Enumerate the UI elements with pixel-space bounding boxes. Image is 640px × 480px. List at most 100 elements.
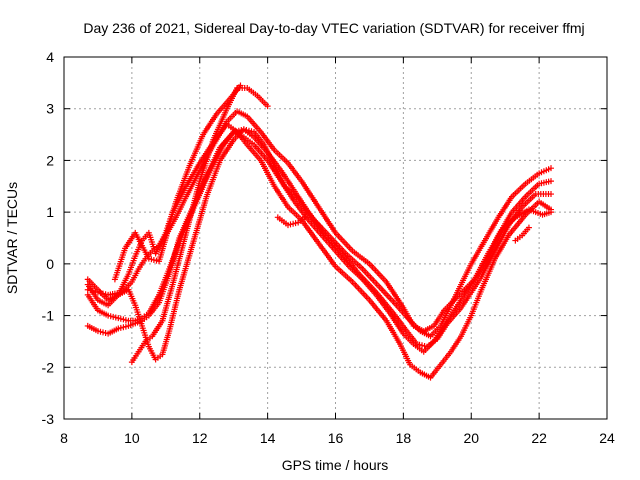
data-sample-markers (97, 328, 109, 336)
data-sample-markers (524, 182, 541, 198)
data-sample-markers (432, 324, 446, 343)
y-tick-label: -3 (42, 411, 55, 427)
data-sample-markers (252, 143, 270, 162)
data-sample-markers (201, 112, 219, 136)
data-sample-markers (459, 291, 473, 309)
data-sample-markers (187, 133, 206, 167)
data-sample-markers (242, 135, 255, 147)
data-sample-markers (259, 130, 277, 152)
data-sample-markers (97, 308, 110, 318)
data-sample-markers (276, 215, 289, 227)
y-axis-label: SDTVAR / TECUs (4, 182, 20, 294)
data-sample-markers (134, 316, 143, 323)
data-layer (84, 82, 555, 381)
data-sample-markers (320, 234, 337, 253)
data-sample-markers (351, 249, 371, 266)
data-sample-markers (432, 309, 446, 327)
data-sample-markers (368, 262, 388, 284)
data-sample-markers (173, 164, 192, 203)
series-trace-7 (111, 82, 244, 283)
data-sample-markers (493, 234, 511, 260)
data-sample-markers (334, 249, 351, 268)
data-sample-markers (408, 319, 422, 333)
x-tick-label: 20 (463, 430, 479, 446)
data-sample-markers (197, 138, 216, 182)
data-sample-markers (409, 363, 422, 374)
series-trace-8 (274, 214, 308, 229)
data-sample-markers (520, 192, 537, 209)
data-sample-markers (486, 229, 504, 255)
data-sample-markers (448, 283, 464, 307)
data-sample-markers (148, 256, 160, 264)
data-sample-markers (225, 110, 239, 123)
data-sample-markers (316, 205, 338, 234)
data-sample-markers (208, 143, 226, 172)
data-point (548, 209, 555, 216)
data-sample-markers (344, 252, 364, 271)
x-axis-label: GPS time / hours (282, 457, 389, 473)
data-sample-markers (538, 200, 552, 212)
data-sample-markers (127, 317, 136, 324)
data-sample-markers (472, 252, 491, 281)
data-sample-markers (86, 293, 100, 312)
data-sample-markers (262, 144, 277, 167)
data-sample-markers (514, 207, 530, 220)
data-sample-markers (215, 97, 232, 116)
data-sample-markers (429, 363, 443, 379)
data-sample-markers (156, 268, 172, 296)
data-sample-markers (107, 313, 119, 321)
data-sample-markers (391, 311, 409, 333)
data-sample-markers (236, 109, 249, 119)
data-sample-markers (299, 180, 321, 209)
x-tick-label: 22 (531, 430, 547, 446)
data-sample-markers (384, 280, 406, 309)
data-sample-markers (293, 200, 310, 222)
data-sample-markers (479, 249, 497, 278)
data-sample-markers (218, 138, 236, 162)
data-sample-markers (154, 353, 164, 361)
data-point (301, 214, 308, 221)
data-sample-markers (422, 323, 435, 334)
data-sample-markers (395, 304, 412, 322)
data-sample-markers (402, 332, 415, 346)
data-sample-markers (297, 216, 306, 224)
data-sample-markers (140, 231, 151, 242)
data-sample-markers (243, 127, 255, 135)
x-tick-label: 14 (260, 430, 276, 446)
data-point (548, 178, 555, 185)
data-sample-markers (361, 267, 382, 289)
data-sample-markers (144, 335, 153, 343)
y-tick-label: -2 (42, 359, 55, 375)
series-trace-6 (128, 85, 271, 366)
data-sample-markers (117, 287, 130, 297)
data-sample-markers (507, 213, 528, 237)
data-sample-markers (222, 130, 236, 147)
data-sample-markers (524, 171, 541, 186)
data-sample-markers (86, 278, 100, 291)
data-sample-markers (419, 370, 432, 380)
data-sample-markers (137, 340, 148, 353)
data-sample-markers (86, 323, 99, 334)
data-sample-markers (150, 319, 165, 338)
data-sample-markers (479, 257, 498, 291)
data-sample-markers (194, 169, 212, 203)
data-sample-markers (204, 159, 223, 198)
data-sample-markers (438, 304, 453, 327)
data-sample-markers (316, 242, 338, 268)
data-sample-markers (107, 292, 120, 302)
data-sample-markers (469, 239, 487, 265)
x-tick-label: 16 (328, 430, 344, 446)
data-sample-markers (96, 288, 110, 302)
data-sample-markers (116, 273, 131, 296)
data-sample-markers (153, 231, 168, 255)
data-sample-markers (126, 288, 138, 306)
data-sample-markers (117, 323, 129, 331)
series-trace-5 (84, 126, 555, 363)
data-point (264, 103, 271, 110)
data-point (548, 165, 555, 172)
data-sample-markers (416, 341, 428, 349)
data-sample-markers (378, 285, 398, 307)
